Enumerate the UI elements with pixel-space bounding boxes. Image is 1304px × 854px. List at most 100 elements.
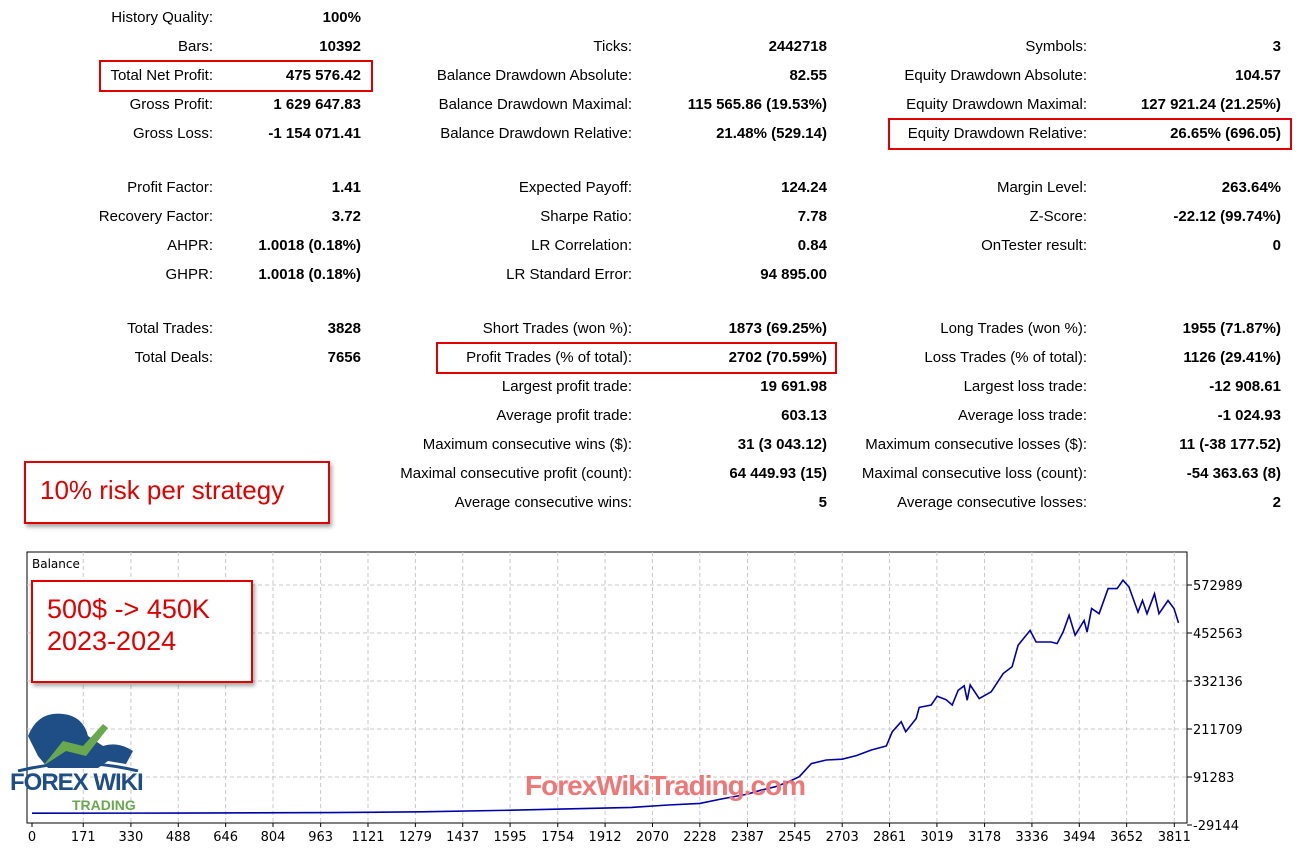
bull-bear-icon [17,713,139,773]
y-tick-label: -29144 [1193,819,1239,834]
stat-label: Maximal consecutive loss (count): [861,465,1087,482]
stat-value: 26.65% (696.05) [1170,125,1281,142]
x-tick-label: 171 [71,830,96,845]
stat-label: Maximum consecutive losses ($): [865,436,1087,453]
stat-label: Average consecutive wins: [454,494,632,511]
x-tick-label: 963 [308,830,333,845]
stat-value: 19 691.98 [760,378,827,395]
x-tick-label: 2545 [778,830,811,845]
stat-value: 1126 (29.41%) [1183,349,1281,366]
stat-value: 475 576.42 [285,67,361,84]
x-tick-label: 3811 [1158,830,1191,845]
x-tick-label: 646 [213,830,238,845]
chart-title: Balance [32,557,80,571]
highlight-box [99,60,373,92]
stat-label: Balance Drawdown Relative: [440,125,632,142]
stat-label: Short Trades (won %): [482,320,632,337]
highlight-box [888,118,1292,150]
stat-value: 94 895.00 [760,266,827,283]
stat-label: Equity Drawdown Absolute: [904,67,1087,84]
y-tick-label: 91283 [1193,771,1234,786]
stat-value: 2442718 [768,38,827,55]
stat-label: Loss Trades (% of total): [924,349,1087,366]
stat-value: 2702 (70.59%) [728,349,827,366]
stat-value: 31 (3 043.12) [737,436,827,453]
stat-label: Z-Score: [1029,208,1087,225]
x-tick-label: 1279 [399,830,432,845]
stat-value: 3828 [327,320,361,337]
stat-label: LR Standard Error: [506,266,632,283]
stat-value: 3.72 [331,208,361,225]
stat-value: 127 921.24 (21.25%) [1140,96,1281,113]
stat-label: Largest profit trade: [501,378,632,395]
forex-wiki-logo: FOREX WIKI TRADING [8,706,158,818]
stat-label: OnTester result: [981,237,1087,254]
x-tick-label: 1121 [351,830,384,845]
stat-value: -22.12 (99.74%) [1173,208,1281,225]
x-tick-label: 1912 [589,830,622,845]
stat-label: LR Correlation: [531,237,632,254]
stat-value: 5 [818,494,827,511]
stat-label: Symbols: [1025,38,1087,55]
stat-value: 11 (-38 177.52) [1179,436,1281,453]
stat-value: 1.41 [331,179,361,196]
y-tick-label: 572989 [1193,579,1243,594]
x-tick-label: 1595 [494,830,527,845]
growth-note: 500$ -> 450K 2023-2024 [31,580,253,683]
stat-label: Bars: [177,38,213,55]
logo-text-trading: TRADING [72,797,136,813]
stat-label: Gross Profit: [129,96,213,113]
stat-label: Total Net Profit: [110,67,213,84]
stat-label: Equity Drawdown Relative: [907,125,1087,142]
stat-label: Sharpe Ratio: [540,208,632,225]
stat-value: 1955 (71.87%) [1182,320,1281,337]
stat-label: Largest loss trade: [963,378,1087,395]
y-tick-label: 211709 [1193,723,1243,738]
stat-label: Average consecutive losses: [897,494,1087,511]
stat-label: GHPR: [165,266,213,283]
x-tick-label: 488 [166,830,191,845]
stat-label: Maximum consecutive wins ($): [422,436,632,453]
stat-label: Profit Factor: [127,179,213,196]
stat-value: 1873 (69.25%) [728,320,827,337]
stat-label: Maximal consecutive profit (count): [400,465,632,482]
x-tick-label: 3178 [968,830,1001,845]
x-tick-label: 1754 [541,830,574,845]
stat-value: -1 154 071.41 [268,125,361,142]
stat-value: 7656 [327,349,361,366]
x-tick-label: 2070 [636,830,669,845]
x-tick-label: 1437 [446,830,479,845]
stat-value: 1 629 647.83 [273,96,361,113]
stat-label: Balance Drawdown Absolute: [436,67,632,84]
stat-value: 3 [1272,38,1281,55]
risk-note: 10% risk per strategy [24,461,330,524]
x-tick-label: 0 [28,830,36,845]
stat-label: Expected Payoff: [518,179,632,196]
stat-value: 115 565.86 (19.53%) [687,96,827,113]
x-tick-label: 2387 [731,830,764,845]
stat-value: 10392 [319,38,361,55]
highlight-box [436,342,837,374]
stat-value: 0 [1272,237,1281,254]
stat-label: Gross Loss: [132,125,213,142]
watermark: ForexWikiTrading.com [525,770,806,801]
stat-value: 124.24 [781,179,827,196]
stat-value: 2 [1272,494,1281,511]
stat-label: Long Trades (won %): [940,320,1087,337]
stat-label: Average profit trade: [496,407,632,424]
stat-value: 104.57 [1235,67,1281,84]
stat-label: History Quality: [111,9,213,26]
x-tick-label: 3652 [1110,830,1143,845]
growth-note-line2: 2023-2024 [47,626,177,656]
stat-value: 21.48% (529.14) [716,125,827,142]
stat-label: Equity Drawdown Maximal: [906,96,1087,113]
x-tick-label: 2703 [826,830,859,845]
stat-value: 100% [322,9,361,26]
balance-line [31,578,1180,815]
stat-label: Ticks: [593,38,632,55]
x-tick-label: 3494 [1063,830,1096,845]
logo-text-forex: FOREX [10,769,89,796]
x-tick-label: 3019 [920,830,953,845]
stat-label: AHPR: [167,237,213,254]
y-tick-label: 332136 [1193,675,1243,690]
